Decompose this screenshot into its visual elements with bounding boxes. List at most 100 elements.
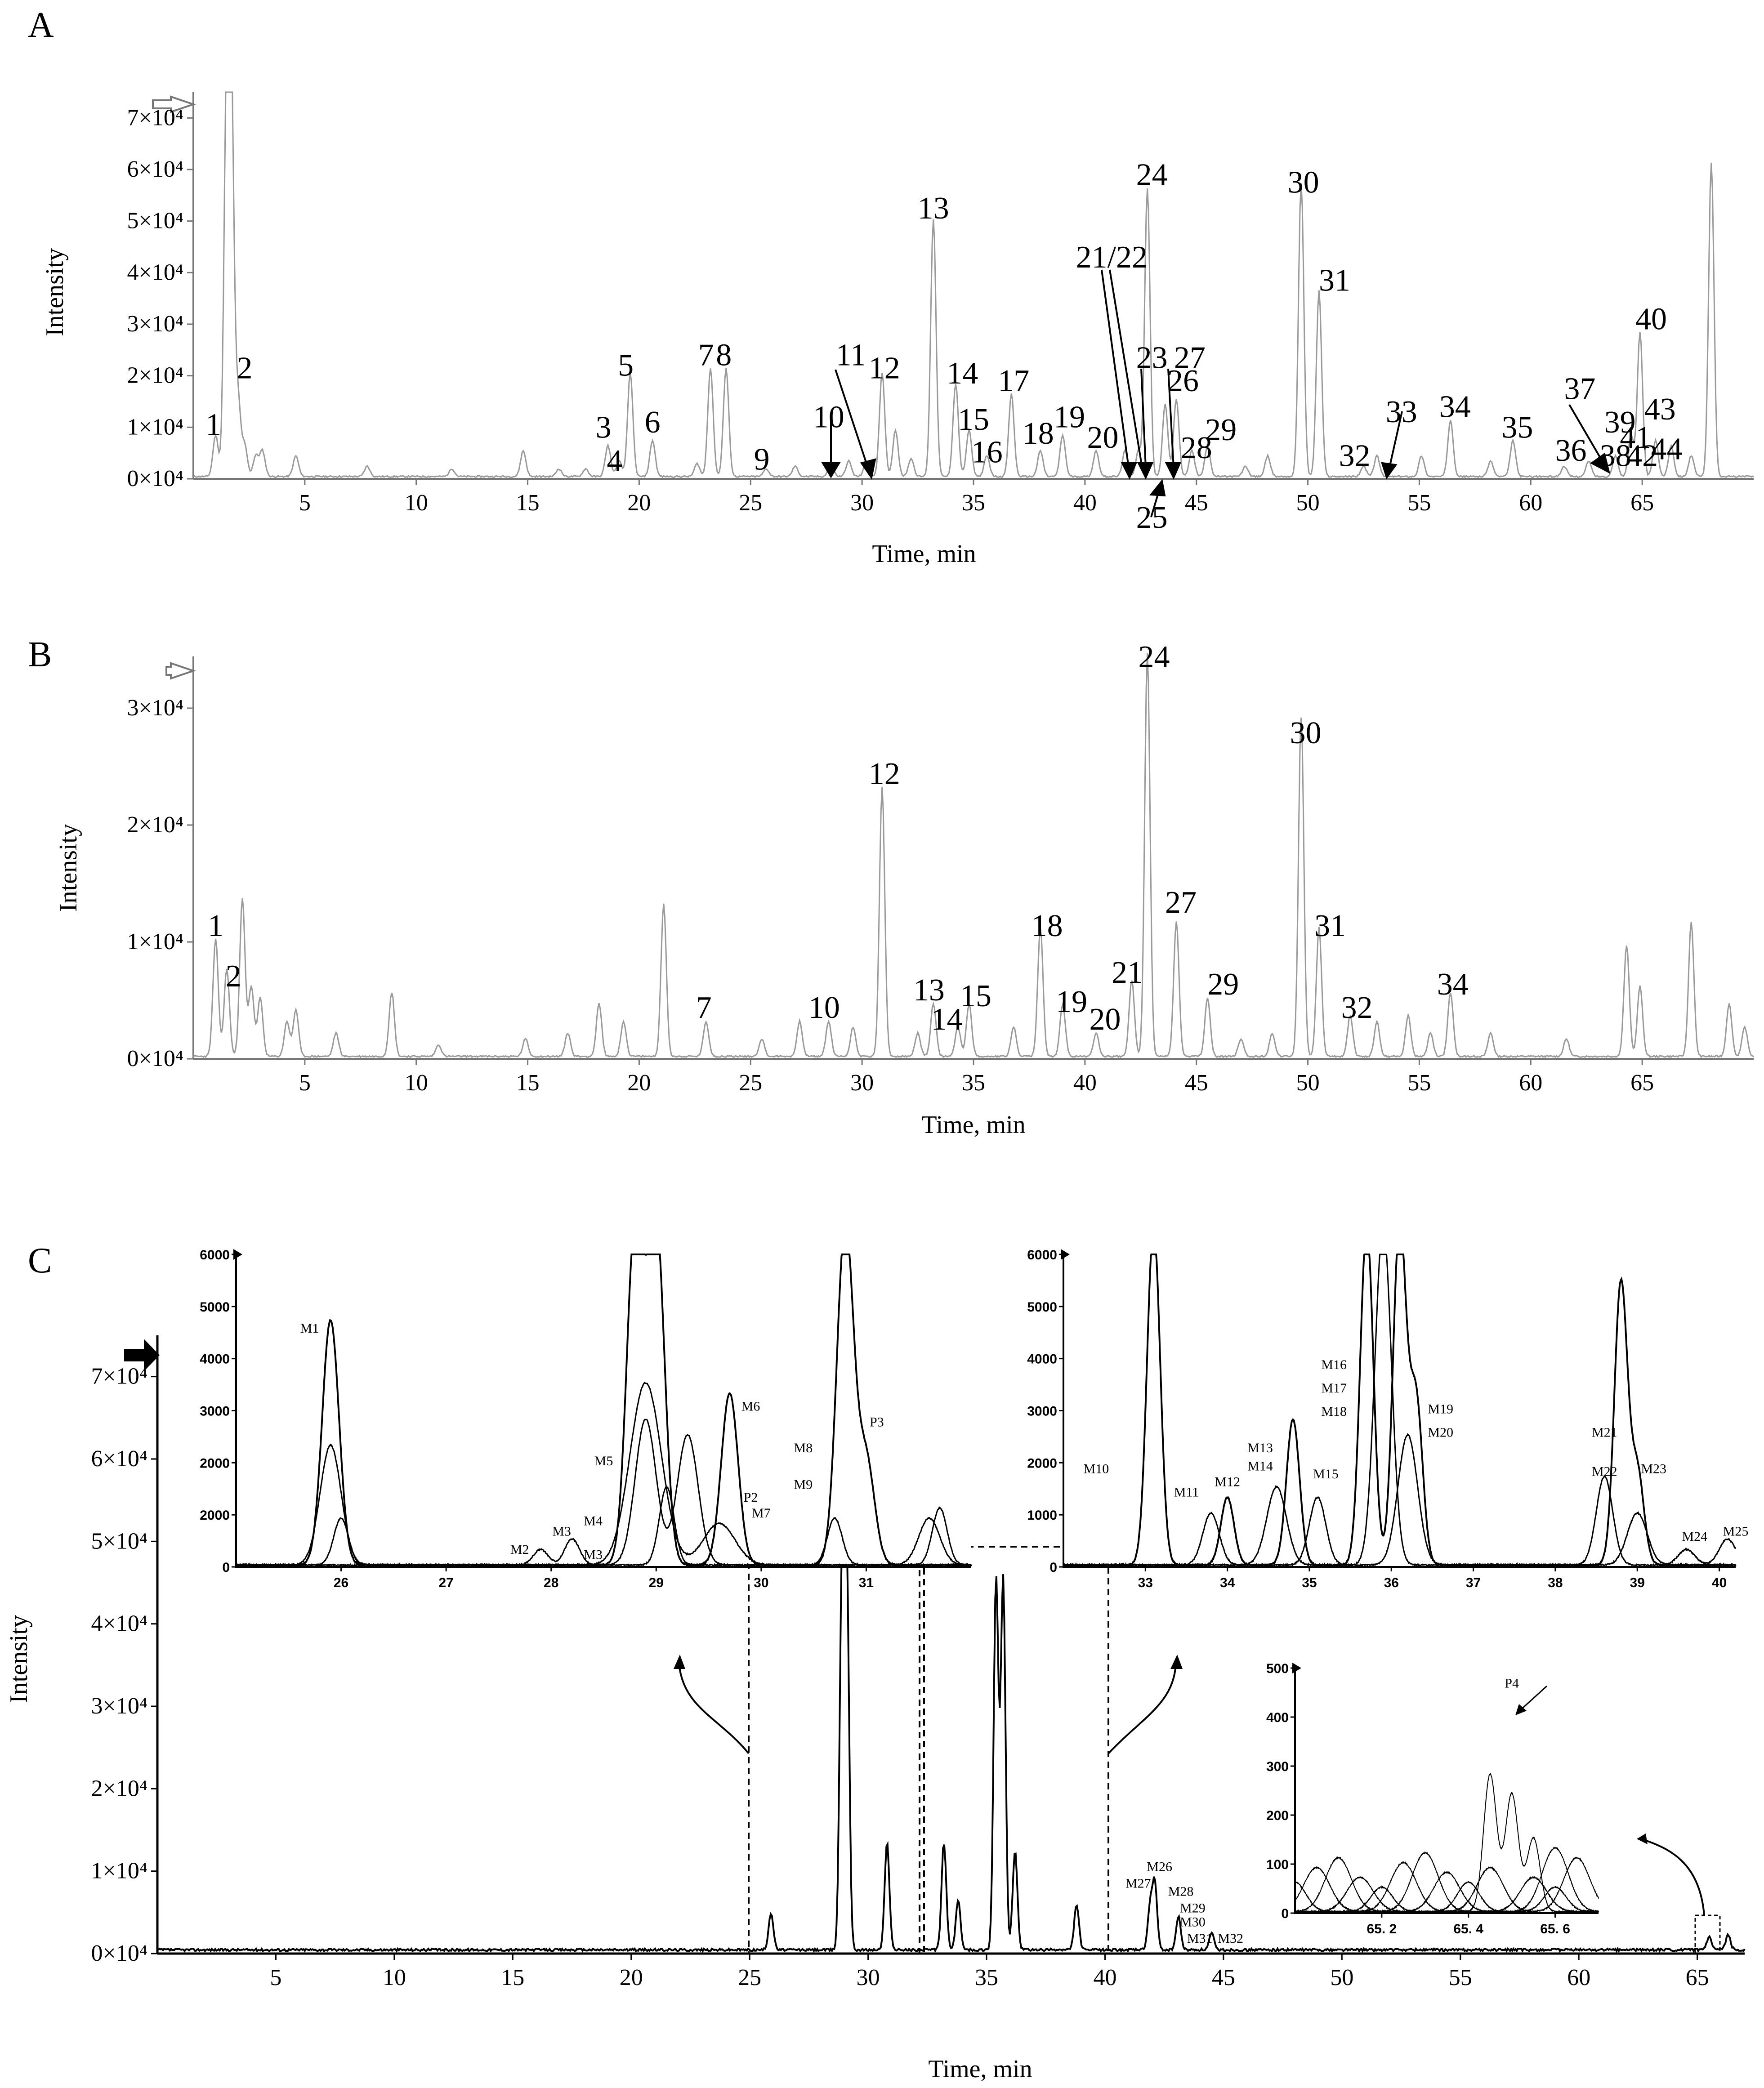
inset-peak-label: M21 bbox=[1592, 1425, 1617, 1440]
inset-x-tick-label: 40 bbox=[1712, 1575, 1727, 1590]
peak-label: 24 bbox=[1136, 157, 1168, 192]
arrow-23-head-icon bbox=[1137, 462, 1154, 480]
inset-y-tick-label: 5000 bbox=[200, 1300, 230, 1315]
panel-letter-b: B bbox=[28, 635, 52, 674]
panel-letter-c: C bbox=[28, 1241, 52, 1280]
inset-1-chart: 0 2000 2000 3000 4000 5000 6000 26 27 28 29 30 31 M1 M… bbox=[200, 1248, 972, 1590]
x-tick-label: 40 bbox=[1093, 1965, 1116, 1990]
peak-label: 29 bbox=[1205, 413, 1237, 447]
panel-a-x-axis-title: Time, min bbox=[872, 540, 976, 568]
inset-peak-label: M7 bbox=[752, 1506, 771, 1521]
inset-peak-label: M13 bbox=[1247, 1441, 1273, 1455]
inset-y-tick-label: 2000 bbox=[200, 1456, 230, 1471]
peak-label: 19 bbox=[1056, 985, 1087, 1019]
inset-peak-label: M1 bbox=[300, 1321, 319, 1336]
inset-peak-label: M19 bbox=[1428, 1401, 1453, 1416]
x-tick-label: 50 bbox=[1330, 1965, 1353, 1990]
inset-y-tick-label: 400 bbox=[1266, 1710, 1289, 1725]
x-tick-label: 55 bbox=[1407, 1070, 1431, 1096]
inset-trace bbox=[1063, 1254, 1737, 1568]
peak-label: 27 bbox=[1165, 885, 1197, 920]
peak-label: 25 bbox=[1136, 500, 1168, 535]
inset-y-tick-label: 5000 bbox=[1027, 1300, 1057, 1315]
y-tick-label: 6×10⁴ bbox=[127, 156, 183, 182]
inset-x-tick-label: 34 bbox=[1220, 1575, 1235, 1590]
peak-label: M31 bbox=[1187, 1931, 1213, 1946]
peak-label: 12 bbox=[869, 351, 900, 385]
peak-label: 21 bbox=[1112, 955, 1143, 990]
inset-peak-label: M10 bbox=[1084, 1462, 1109, 1477]
x-tick-label: 35 bbox=[975, 1965, 998, 1990]
inset-peak-label: M24 bbox=[1682, 1529, 1707, 1544]
peak-label: 8 bbox=[716, 338, 732, 373]
x-tick-label: 5 bbox=[299, 1070, 311, 1096]
inset-x-tick-label: 37 bbox=[1466, 1575, 1481, 1590]
inset-x-tick-label: 26 bbox=[334, 1575, 348, 1590]
peak-label: 18 bbox=[1023, 416, 1054, 451]
x-tick-label: 50 bbox=[1296, 490, 1320, 516]
panel-b-y-axis-title: Intensity bbox=[54, 824, 82, 912]
x-tick-label: 20 bbox=[627, 490, 651, 516]
arrow-33-head-icon bbox=[1381, 462, 1398, 480]
peak-label: 14 bbox=[947, 356, 978, 391]
inset-peak-label: M11 bbox=[1174, 1485, 1199, 1500]
x-tick-label: 60 bbox=[1567, 1965, 1590, 1990]
p4-arrow bbox=[1521, 1685, 1548, 1709]
peak-label: 28 bbox=[1181, 431, 1212, 465]
inset-y-tick-label: 200 bbox=[1266, 1808, 1289, 1823]
panel-c-chart: 5 10 15 20 25 30 35 40 45 50 55 60 65 0×10⁴ 1×10⁴ 2×10⁴… bbox=[5, 1335, 1746, 2083]
peak-label: 7 bbox=[696, 990, 712, 1025]
peak-label: M30 bbox=[1180, 1915, 1206, 1930]
peak-label: 26 bbox=[1167, 364, 1199, 398]
inset-trace bbox=[1295, 1870, 1599, 1914]
peak-label: 40 bbox=[1635, 302, 1667, 336]
inset-peak-label: P4 bbox=[1505, 1676, 1519, 1691]
y-tick-label: 4×10⁴ bbox=[127, 259, 183, 285]
x-tick-label: 65 bbox=[1686, 1965, 1709, 1990]
x-tick-label: 40 bbox=[1073, 490, 1097, 516]
inset-2-chart: 0 1000 2000 3000 4000 5000 6000 33 34 35 36 37 38 39 4… bbox=[1027, 1248, 1748, 1590]
inset-trace bbox=[1295, 1881, 1599, 1914]
inset-x-tick-label: 36 bbox=[1384, 1575, 1399, 1590]
zoom-box-1 bbox=[748, 1546, 920, 1954]
peak-label: 14 bbox=[931, 1002, 963, 1037]
arrow-26-head-icon bbox=[1165, 462, 1182, 480]
x-tick-label: 35 bbox=[962, 1070, 985, 1096]
inset-peak-label: M2 bbox=[510, 1542, 529, 1557]
peak-label: 32 bbox=[1341, 990, 1373, 1025]
inset-trace bbox=[1295, 1856, 1599, 1913]
zoom-arrow-2-head-icon bbox=[1170, 1655, 1183, 1669]
x-tick-label: 45 bbox=[1212, 1965, 1235, 1990]
inset-peak-label: M3 bbox=[552, 1524, 571, 1539]
inset-peak-label: M12 bbox=[1215, 1474, 1240, 1489]
peak-label: 5 bbox=[618, 348, 634, 383]
peak-label: 7 bbox=[698, 338, 714, 373]
x-tick-label: 45 bbox=[1185, 1070, 1208, 1096]
p4-arrow-head-icon bbox=[1515, 1704, 1527, 1715]
inset-peak-label: M15 bbox=[1313, 1467, 1339, 1481]
inset-peak-label: M16 bbox=[1321, 1357, 1347, 1372]
peak-label: 19 bbox=[1054, 400, 1085, 434]
peak-label: M28 bbox=[1168, 1884, 1194, 1899]
inset-peak-label: M9 bbox=[794, 1477, 813, 1492]
peak-label: M27 bbox=[1125, 1876, 1151, 1891]
inset-y-tick-label: 0 bbox=[222, 1560, 230, 1575]
x-tick-label: 15 bbox=[516, 1070, 540, 1096]
peak-label: 37 bbox=[1564, 371, 1595, 406]
peak-label: 18 bbox=[1032, 909, 1063, 943]
inset-trace bbox=[1063, 1433, 1737, 1567]
y-tick-label: 7×10⁴ bbox=[127, 105, 183, 130]
x-tick-label: 10 bbox=[383, 1965, 406, 1990]
inset-y-tick-label: 3000 bbox=[1027, 1404, 1057, 1419]
peak-label: 41 bbox=[1620, 420, 1651, 455]
y-tick-label: 0×10⁴ bbox=[91, 1941, 147, 1966]
peak-label: 16 bbox=[971, 435, 1003, 469]
peak-label: 31 bbox=[1319, 263, 1350, 298]
panel-a-y-axis-title: Intensity bbox=[41, 248, 69, 336]
peak-label: 36 bbox=[1555, 433, 1587, 468]
inset-background bbox=[1295, 1668, 1599, 1913]
y-tick-label: 0×10⁴ bbox=[127, 1046, 183, 1071]
x-tick-label: 25 bbox=[739, 490, 762, 516]
peak-label: 30 bbox=[1288, 165, 1319, 200]
